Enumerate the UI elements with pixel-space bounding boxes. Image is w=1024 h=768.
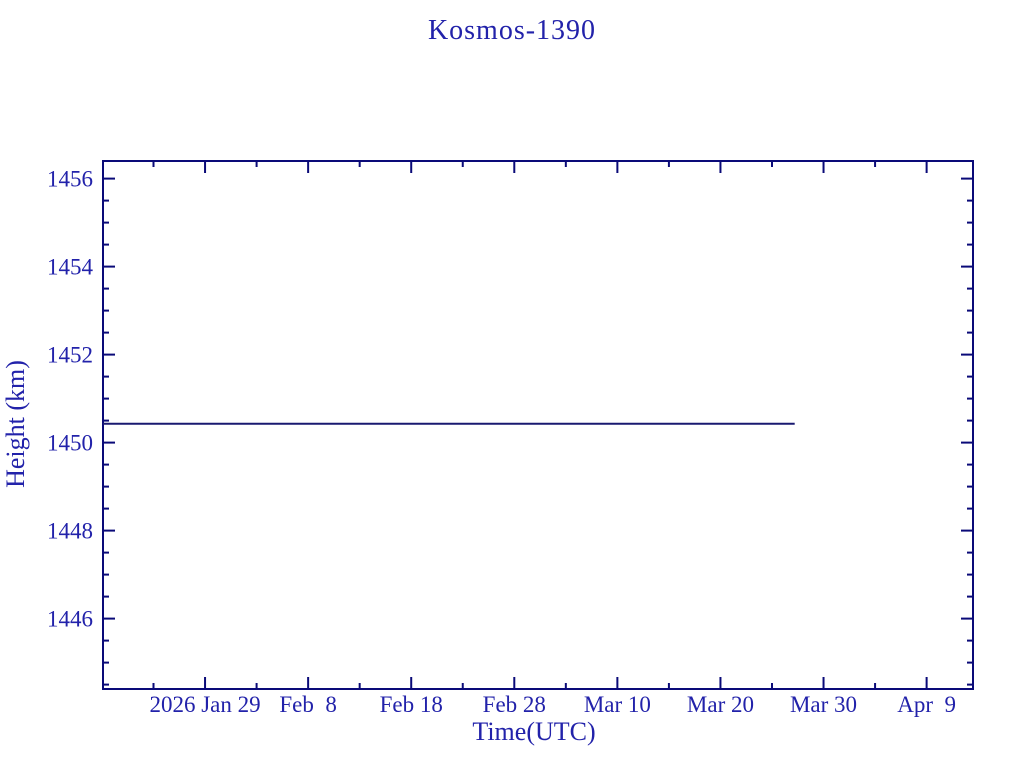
y-tick-label: 1456 bbox=[47, 167, 93, 192]
plot-frame bbox=[102, 160, 974, 690]
y-tick-label: 1450 bbox=[47, 431, 93, 456]
plot-axes: 2026 Jan 29 Feb 8 Feb 18 Feb 28 Mar 10 Mar 20… bbox=[47, 160, 974, 717]
y-tick-label: 1446 bbox=[47, 607, 93, 632]
y-axis-title: Height (km) bbox=[1, 360, 30, 488]
x-tick-label: Mar 10 bbox=[584, 692, 651, 717]
x-axis-title: Time(UTC) bbox=[472, 717, 595, 746]
x-tick-label: Apr 9 bbox=[897, 692, 956, 717]
x-tick-label: 2026 Jan 29 bbox=[149, 692, 260, 717]
chart-title: Kosmos-1390 bbox=[428, 15, 596, 46]
y-tick-label: 1452 bbox=[47, 343, 93, 368]
x-tick-label: Feb 8 bbox=[279, 692, 337, 717]
x-tick-label: Mar 20 bbox=[687, 692, 754, 717]
y-tick-label: 1448 bbox=[47, 519, 93, 544]
x-tick-label: Feb 18 bbox=[380, 692, 443, 717]
x-tick-label: Feb 28 bbox=[483, 692, 546, 717]
y-tick-label: 1454 bbox=[47, 255, 94, 280]
x-tick-label: Mar 30 bbox=[790, 692, 857, 717]
